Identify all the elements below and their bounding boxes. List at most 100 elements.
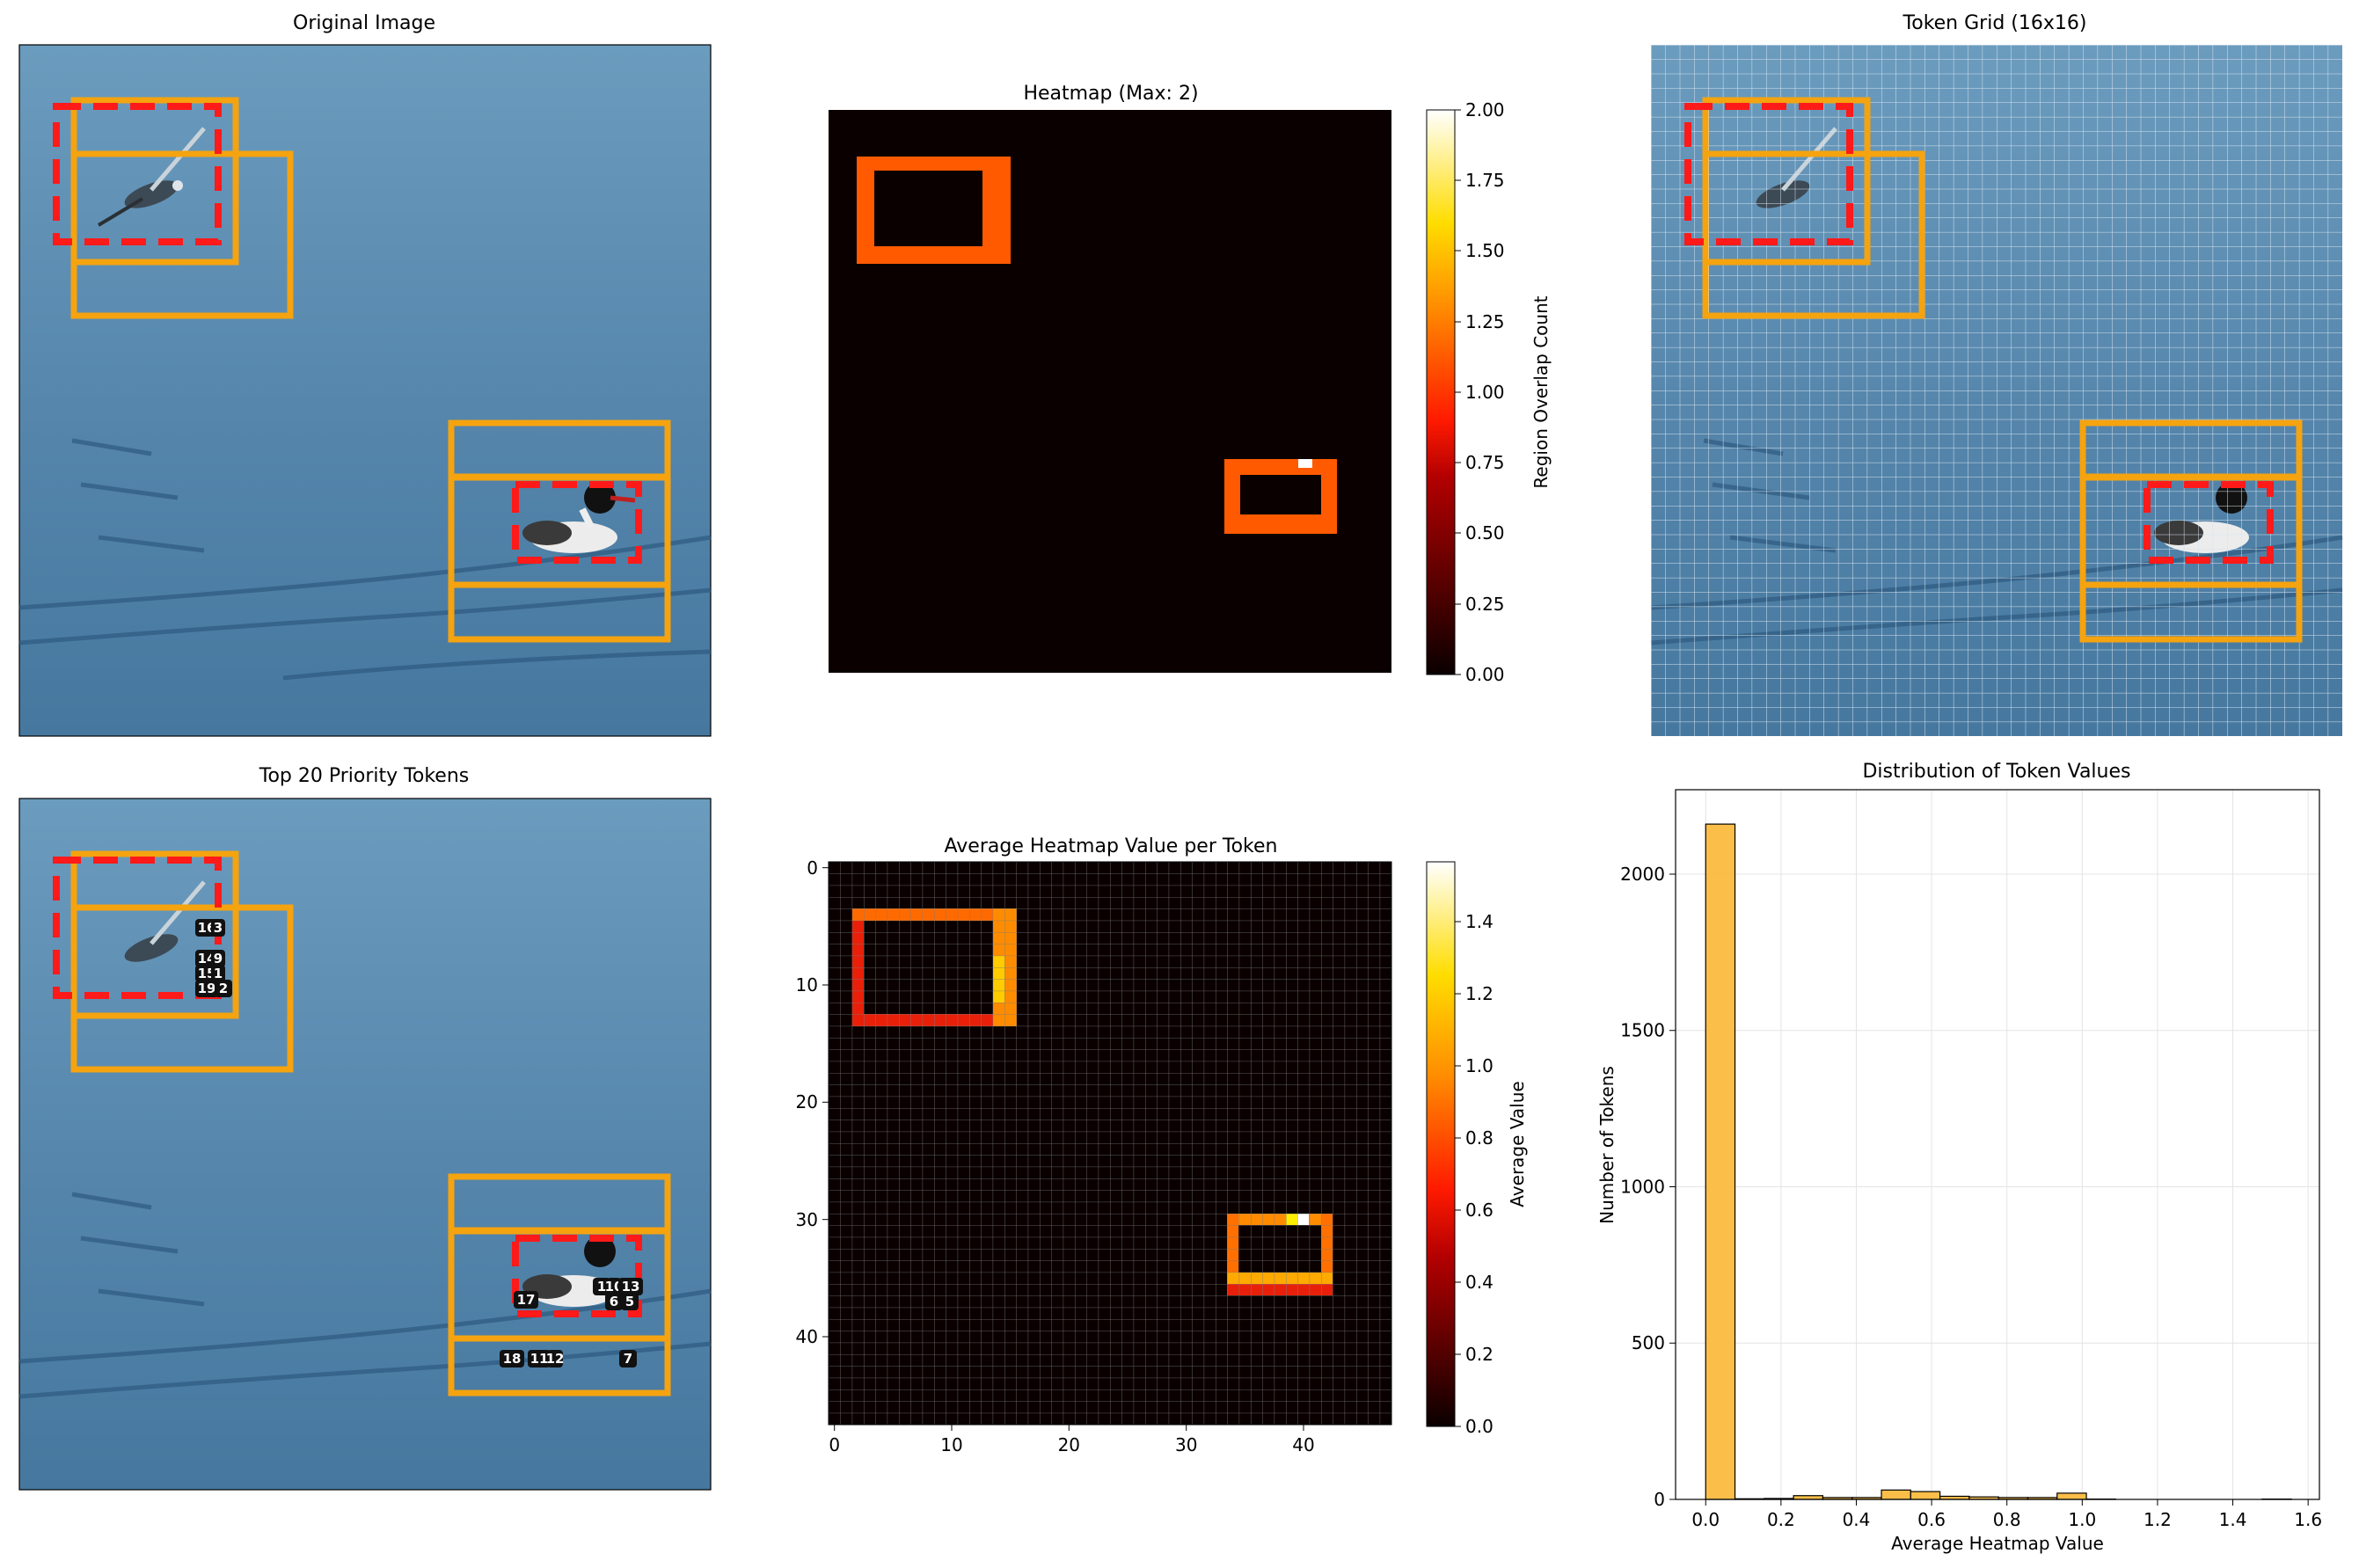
colorbar-label: Region Overlap Count (1530, 295, 1552, 488)
histogram-bar (1705, 823, 1736, 1500)
svg-text:11: 11 (530, 1351, 549, 1367)
cbar-tick: 1.2 (1465, 983, 1494, 1004)
token-label: 6 (605, 1293, 623, 1310)
token-label: 9 (211, 950, 225, 967)
y-tick: 20 (796, 1091, 818, 1112)
token-label: 1 (593, 1278, 610, 1295)
svg-text:3: 3 (214, 920, 223, 936)
panel-title: Heatmap (Max: 2) (1023, 83, 1198, 105)
svg-text:1: 1 (597, 1279, 606, 1295)
panel-original-image: Original Image (18, 12, 712, 737)
panel-priority-tokens: Top 20 Priority Tokens 16 (18, 765, 712, 1491)
svg-text:19: 19 (198, 981, 216, 996)
x-tick-label: 0.2 (1767, 1509, 1795, 1530)
x-tick-label: 1.2 (2144, 1509, 2172, 1530)
y-tick-label: 500 (1632, 1332, 1665, 1353)
histogram-bar (1910, 1491, 1941, 1500)
svg-text:12: 12 (546, 1351, 565, 1367)
x-tick: 20 (1058, 1434, 1080, 1455)
token-label: 19 (195, 980, 218, 997)
cbar-tick: 0.6 (1465, 1200, 1494, 1221)
colorbar-ticks: 2.00 1.75 1.50 1.25 1.00 0.75 0.50 0.25 … (1455, 99, 1505, 685)
y-tick: 30 (796, 1209, 818, 1230)
bird-left-image (124, 880, 206, 962)
colorbar-label: Average Value (1507, 1081, 1528, 1207)
cbar-tick: 1.75 (1465, 170, 1505, 191)
cbar-tick: 1.4 (1465, 911, 1494, 932)
cbar-tick: 1.25 (1465, 311, 1505, 332)
orange-boxes (70, 850, 671, 1397)
red-dashed-boxes (1684, 103, 2274, 564)
x-axis: 0 10 20 30 40 (829, 1425, 1315, 1455)
x-tick: 30 (1175, 1434, 1197, 1455)
bird-right-image (522, 482, 636, 553)
panel-title: Original Image (293, 12, 435, 34)
x-axis: 0.0 0.2 0.4 0.6 0.8 1.0 1.2 1.4 1.6 (1691, 1499, 2322, 1530)
panel-average-heatmap: Average Heatmap Value per Token 0 10 20 … (796, 835, 1528, 1455)
token-grid-overlay (1651, 45, 2342, 736)
svg-text:9: 9 (214, 951, 223, 966)
x-tick-label: 0.0 (1691, 1509, 1720, 1530)
histogram-bars (1705, 823, 2292, 1500)
panel-title: Average Heatmap Value per Token (945, 835, 1278, 857)
y-tick-label: 1500 (1620, 1020, 1665, 1041)
x-tick-label: 0.4 (1843, 1509, 1871, 1530)
y-tick: 10 (796, 974, 818, 995)
svg-text:1: 1 (214, 966, 223, 981)
token-label: 12 (546, 1350, 565, 1367)
heat-region-right (1224, 459, 1337, 534)
svg-text:5: 5 (625, 1294, 634, 1309)
cbar-tick: 0.2 (1465, 1344, 1494, 1365)
y-axis: 0 500 1000 1500 2000 (1620, 864, 1676, 1510)
svg-text:6: 6 (610, 1294, 618, 1309)
chart-title: Distribution of Token Values (1862, 761, 2130, 783)
x-tick-label: 0.6 (1917, 1509, 1946, 1530)
colorbar-ticks: 1.4 1.2 1.0 0.8 0.6 0.4 0.2 0.0 (1455, 911, 1494, 1437)
svg-text:17: 17 (517, 1292, 536, 1308)
heatmap-colorbar: 2.00 1.75 1.50 1.25 1.00 0.75 0.50 0.25 … (1426, 99, 1552, 685)
panel-heatmap: Heatmap (Max: 2) 2.00 1.75 1.50 1.25 1.0… (829, 83, 1552, 685)
token-label: 18 (500, 1350, 524, 1367)
token-label: 7 (619, 1350, 637, 1367)
cbar-tick: 0.00 (1465, 664, 1505, 685)
plot-frame (1675, 789, 2320, 1500)
cbar-tick: 1.00 (1465, 382, 1505, 403)
y-axis-label: Number of Tokens (1596, 1066, 1618, 1224)
x-axis-label: Average Heatmap Value (1891, 1533, 2104, 1554)
token-label: 2 (215, 980, 232, 997)
x-tick-label: 1.0 (2068, 1509, 2096, 1530)
orange-boxes (1702, 97, 2303, 643)
photo-background (18, 44, 712, 737)
cbar-tick: 0.0 (1465, 1416, 1494, 1437)
histogram-bar (1881, 1489, 1911, 1500)
x-tick-label: 1.4 (2219, 1509, 2247, 1530)
y-tick-label: 1000 (1620, 1176, 1665, 1197)
y-tick-label: 0 (1654, 1489, 1665, 1510)
gridlines (1676, 790, 2319, 1500)
y-axis: 0 10 20 30 40 (796, 857, 829, 1347)
x-tick: 40 (1292, 1434, 1314, 1455)
orange-boxes (70, 97, 671, 643)
avg-colorbar: 1.4 1.2 1.0 0.8 0.6 0.4 0.2 0.0 Average … (1426, 861, 1528, 1437)
token-label: 1 (211, 965, 225, 982)
svg-text:18: 18 (503, 1351, 522, 1367)
heat-region-left (857, 157, 1011, 264)
y-tick: 40 (796, 1326, 818, 1347)
heatmap-image (829, 110, 1391, 673)
x-tick: 0 (829, 1434, 840, 1455)
cbar-tick: 0.75 (1465, 452, 1505, 473)
water-ripples (18, 438, 712, 681)
cbar-tick: 0.4 (1465, 1272, 1494, 1293)
x-tick-label: 0.8 (1993, 1509, 2021, 1530)
panel-token-grid: Token Grid (16x16) (1650, 12, 2343, 736)
svg-text:7: 7 (624, 1351, 632, 1367)
cbar-tick: 2.00 (1465, 99, 1505, 120)
svg-text:2: 2 (219, 981, 228, 996)
y-tick-label: 2000 (1620, 864, 1665, 885)
cbar-tick: 0.8 (1465, 1127, 1494, 1149)
cbar-tick: 1.50 (1465, 240, 1505, 261)
histogram-bar (1793, 1495, 1824, 1500)
red-dashed-boxes (53, 103, 642, 564)
cbar-tick: 0.50 (1465, 522, 1505, 543)
token-label: 3 (211, 919, 225, 937)
